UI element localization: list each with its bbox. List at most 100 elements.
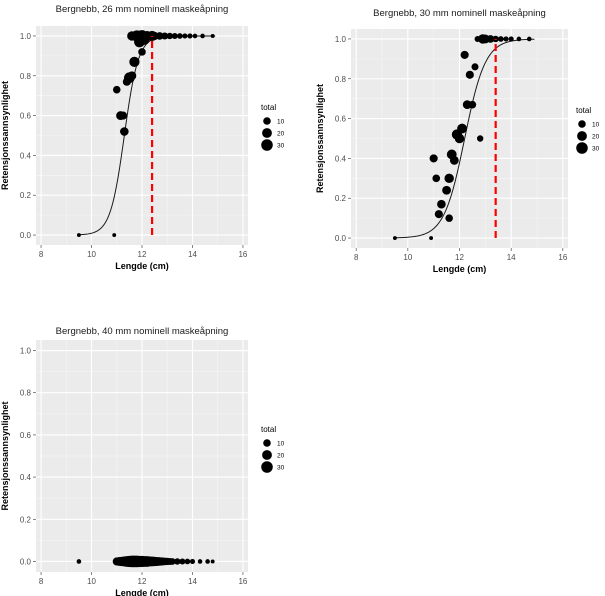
x-tick-label: 8 <box>39 250 44 259</box>
y-tick-label: 0.0 <box>20 557 32 566</box>
x-axis-label: Lengde (cm) <box>115 261 169 271</box>
data-point <box>182 33 188 39</box>
data-point <box>437 199 446 209</box>
legend-title: total <box>576 106 591 115</box>
y-tick-label: 0.4 <box>335 154 347 163</box>
data-point <box>468 100 477 109</box>
data-point <box>429 236 434 240</box>
chart-panel-2: 8 10 12 14 16 0.0 0.2 0.4 0.6 0.8 1.0 Bergnebb, 30 … <box>315 8 600 274</box>
data-point <box>516 36 522 42</box>
legend-key <box>576 142 588 154</box>
data-point <box>210 34 215 38</box>
data-point <box>112 85 121 94</box>
y-tick-label: 0.2 <box>20 515 32 524</box>
data-point <box>445 214 453 222</box>
y-tick-label: 0.8 <box>335 75 347 84</box>
y-tick-label: 0.6 <box>335 115 347 124</box>
x-tick-label: 10 <box>87 577 96 586</box>
x-axis-label: Lengde (cm) <box>115 588 169 596</box>
y-tick-label: 0.2 <box>20 191 32 200</box>
y-tick-label: 0.8 <box>20 72 32 81</box>
data-point <box>526 36 532 42</box>
y-tick-label: 0.6 <box>20 112 32 121</box>
data-point <box>449 155 459 165</box>
data-point <box>184 558 191 565</box>
data-point <box>434 210 443 219</box>
data-point <box>200 33 205 39</box>
x-tick-label: 12 <box>138 250 147 259</box>
legend-key <box>263 117 271 125</box>
data-point <box>503 36 509 42</box>
data-point <box>492 35 499 43</box>
y-tick-label: 0.6 <box>20 431 32 440</box>
legend-label: 30 <box>277 465 285 472</box>
data-point <box>76 233 81 237</box>
legend-label: 20 <box>277 453 285 460</box>
data-point <box>454 133 465 144</box>
x-tick-label: 8 <box>354 253 359 262</box>
data-point <box>166 32 173 40</box>
data-point <box>442 185 451 195</box>
legend-label: 10 <box>277 119 285 126</box>
legend-title: total <box>261 103 276 112</box>
data-point <box>76 559 82 564</box>
y-axis-label: Retensjonssannsynlighet <box>0 81 10 190</box>
data-point <box>119 111 128 120</box>
legend-key <box>261 139 273 151</box>
legend-label: 10 <box>592 122 600 129</box>
x-tick-label: 14 <box>188 250 197 259</box>
data-point <box>444 173 454 184</box>
legend-key <box>261 461 273 473</box>
data-point <box>129 56 140 67</box>
data-point <box>187 33 193 39</box>
y-tick-label: 1.0 <box>20 347 32 356</box>
chart-title: Bergnebb, 26 mm nominell maskeåpning <box>56 4 229 15</box>
legend-label: 20 <box>277 131 285 138</box>
data-point <box>179 558 186 565</box>
data-point <box>155 32 164 40</box>
data-point <box>168 558 176 565</box>
legend-key <box>262 128 272 138</box>
x-tick-label: 16 <box>238 250 247 259</box>
data-point <box>177 33 183 39</box>
y-tick-label: 0.4 <box>20 473 32 482</box>
data-point <box>138 48 146 56</box>
legend-label: 20 <box>592 134 600 141</box>
legend-key <box>578 120 586 128</box>
legend-label: 30 <box>277 143 285 150</box>
x-axis-label: Lengde (cm) <box>433 264 487 274</box>
data-point <box>197 559 203 564</box>
chart-title: Bergnebb, 30 mm nominell maskeåpning <box>373 8 546 19</box>
data-point <box>161 32 169 40</box>
x-tick-label: 16 <box>238 577 247 586</box>
legend-title: total <box>261 425 276 434</box>
data-point <box>189 558 196 565</box>
y-tick-label: 1.0 <box>335 35 347 44</box>
x-tick-label: 12 <box>455 253 464 262</box>
legend-label: 30 <box>592 146 600 153</box>
data-point <box>392 236 397 240</box>
y-tick-label: 0.2 <box>335 194 347 203</box>
x-tick-label: 12 <box>138 577 147 586</box>
x-tick-label: 14 <box>507 253 516 262</box>
data-point <box>112 233 117 237</box>
data-point <box>465 70 474 79</box>
chart-panel-3: 8 10 12 14 16 0.0 0.2 0.4 0.6 0.8 1.0 Bergnebb, 40 … <box>0 326 285 596</box>
data-point <box>174 558 181 565</box>
y-axis-label: Retensjonssannsynlighet <box>315 84 325 193</box>
x-tick-label: 8 <box>39 577 44 586</box>
x-tick-label: 16 <box>558 253 567 262</box>
y-tick-label: 0.8 <box>20 389 32 398</box>
y-tick-label: 1.0 <box>20 32 32 41</box>
x-tick-label: 10 <box>87 250 96 259</box>
legend-label: 10 <box>277 441 285 448</box>
y-tick-label: 0.4 <box>20 151 32 160</box>
data-point <box>205 559 210 564</box>
legend-key <box>262 450 272 460</box>
data-point <box>127 71 137 81</box>
y-axis-label: Retensjonssannsynlighet <box>0 401 10 510</box>
chart-title: Bergnebb, 40 mm nominell maskeåpning <box>56 326 229 337</box>
